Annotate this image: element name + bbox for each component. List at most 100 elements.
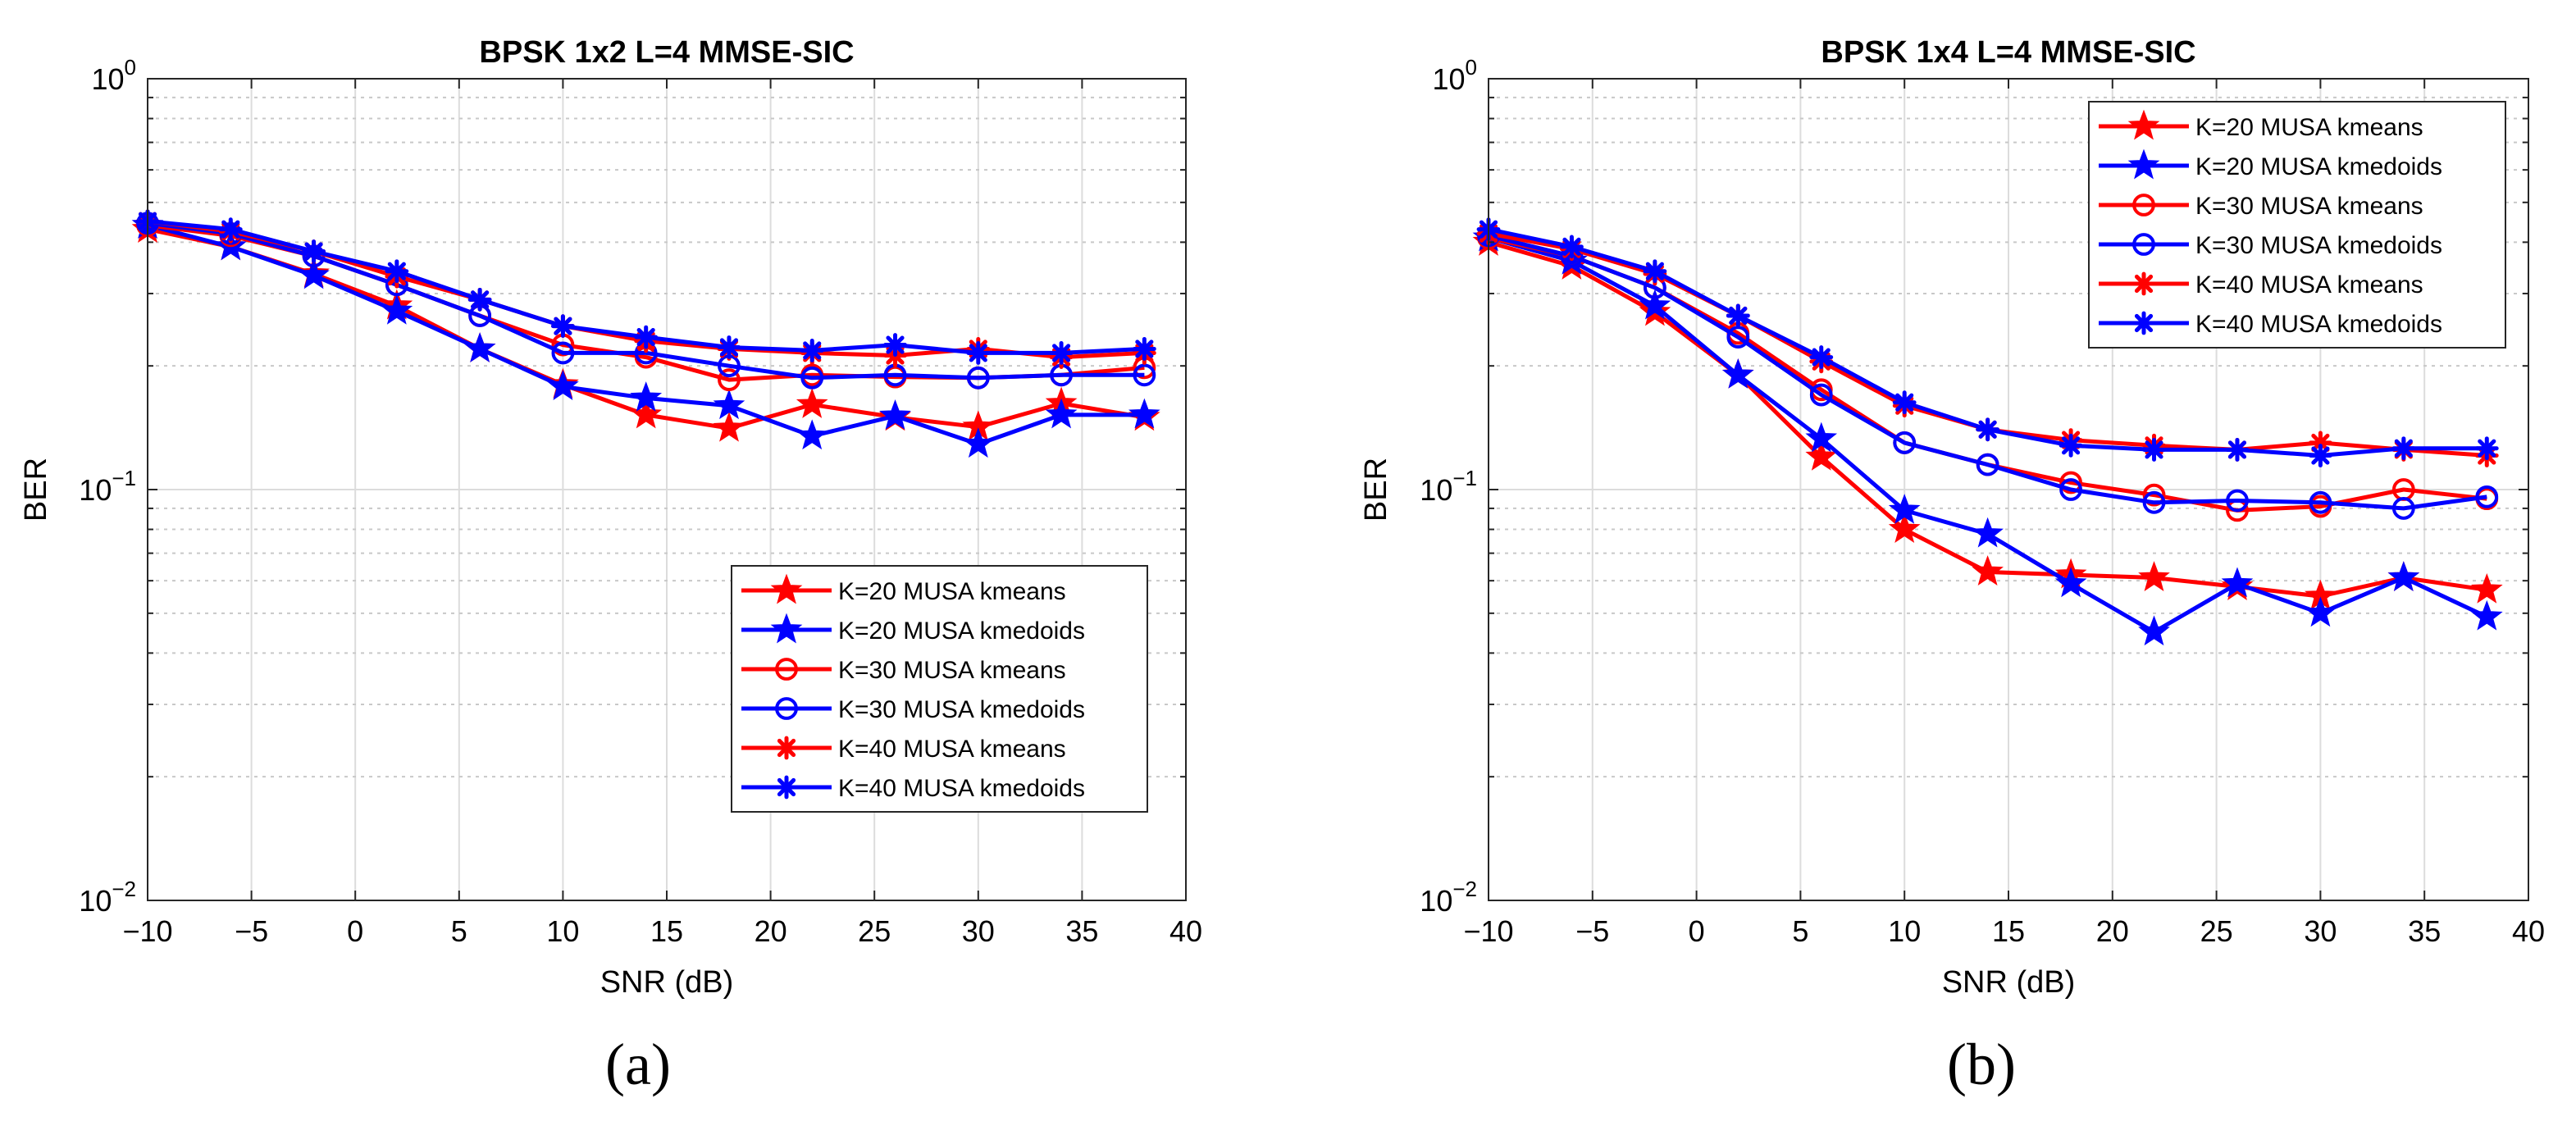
x-tick-label: 5 (1792, 914, 1808, 948)
data-point (966, 341, 991, 365)
data-point (385, 259, 409, 284)
data-point (1809, 383, 1833, 407)
chart-panel-b: −10 −5 0 5 10 15 20 25 30 35 40 10−2 10−1 100 BPSK 1x… (1359, 35, 2545, 1097)
data-point (717, 335, 741, 359)
data-point (1976, 453, 1999, 476)
data-point (2138, 561, 2170, 591)
legend-box (731, 565, 1148, 813)
data-point (1560, 235, 1584, 259)
x-tick-label: 10 (546, 914, 579, 948)
data-point (1893, 431, 1917, 454)
data-point (2225, 438, 2250, 462)
data-point (713, 389, 745, 420)
data-point (1133, 363, 1156, 387)
data-point (1972, 555, 2004, 586)
data-point (1809, 345, 1834, 369)
data-point (1888, 513, 1921, 543)
data-point (1045, 398, 1078, 429)
legend-entry-label: K=30 MUSA kmedoids (2195, 232, 2442, 259)
legend-box (2088, 101, 2506, 349)
data-point (2142, 490, 2166, 514)
data-point (1805, 440, 1838, 471)
chart-title: BPSK 1x2 L=4 MMSE-SIC (479, 35, 854, 70)
legend-entry-label: K=20 MUSA kmeans (2195, 114, 2423, 141)
data-point (879, 399, 911, 430)
series-line (1488, 233, 2487, 511)
data-point (2059, 433, 2083, 458)
data-point (1805, 422, 1838, 453)
data-point (302, 239, 326, 263)
x-tick-label: 0 (347, 914, 363, 948)
legend-entry-label: K=40 MUSA kmedoids (838, 775, 1085, 802)
data-point (630, 398, 663, 429)
data-point (381, 294, 413, 325)
legend-entry-label: K=30 MUSA kmeans (838, 657, 1066, 684)
data-point (298, 258, 330, 289)
legend-marker (2132, 233, 2155, 256)
legend-entry-label: K=20 MUSA kmedoids (2195, 153, 2442, 180)
data-point (551, 341, 575, 365)
data-point (2309, 490, 2332, 514)
data-point (718, 368, 741, 392)
x-tick-label: 35 (1065, 914, 1098, 948)
data-point (218, 217, 243, 242)
x-tick-label: 10 (1888, 914, 1921, 948)
x-tick-label: 40 (2512, 914, 2545, 948)
data-point (463, 332, 496, 362)
data-point (1132, 337, 1156, 361)
data-point (1726, 303, 1750, 328)
data-point (713, 411, 745, 442)
data-point (966, 366, 990, 390)
y-tick-label: 10−1 (79, 466, 136, 507)
x-tick-label: 20 (2096, 914, 2129, 948)
data-point (883, 333, 907, 357)
data-point (630, 381, 663, 412)
data-point (962, 427, 995, 458)
y-tick-label: 100 (1432, 55, 1477, 96)
data-point (2470, 572, 2503, 604)
data-point (800, 339, 824, 362)
x-tick-label: 15 (650, 914, 683, 948)
x-tick-label: 40 (1169, 914, 1202, 948)
legend-entry-label: K=40 MUSA kmedoids (2195, 311, 2442, 338)
data-point (634, 325, 659, 349)
data-point (1976, 417, 2000, 442)
y-tick-label: 10−2 (79, 877, 136, 918)
axis-ticks: −10 −5 0 5 10 15 20 25 30 35 40 10−2 10−1 100 (1420, 55, 2545, 948)
chart-panel-a: −10 −5 0 5 10 15 20 25 30 35 40 10−2 10−1 100 BPSK 1x… (19, 35, 1202, 1097)
y-axis-label: BER (19, 458, 53, 522)
data-point (2387, 561, 2420, 591)
legend-entry-label: K=20 MUSA kmeans (838, 578, 1066, 605)
data-point (2391, 497, 2415, 520)
data-point (796, 419, 828, 450)
data-point (467, 287, 492, 312)
x-tick-label: 15 (1992, 914, 2025, 948)
data-point (1049, 341, 1074, 365)
legend-marker (2131, 271, 2156, 296)
x-tick-label: 30 (962, 914, 995, 948)
data-point (2142, 483, 2166, 507)
data-point (2305, 596, 2337, 627)
data-point (1721, 358, 1754, 389)
x-tick-label: −10 (1463, 914, 1513, 948)
legend-entry-label: K=30 MUSA kmeans (2195, 193, 2423, 220)
legend-entry-label: K=20 MUSA kmedoids (838, 617, 1085, 645)
data-point (2059, 471, 2082, 494)
legend-marker (2127, 109, 2160, 140)
data-point (2391, 436, 2416, 461)
data-point (2221, 567, 2254, 598)
axis-ticks: −10 −5 0 5 10 15 20 25 30 35 40 10−2 10−1 100 (79, 55, 1202, 948)
y-axis-label: BER (1359, 458, 1393, 522)
x-axis-label: SNR (dB) (1942, 965, 2076, 1000)
x-axis-label: SNR (dB) (600, 965, 734, 1000)
data-point (2470, 599, 2503, 631)
data-point (2059, 478, 2082, 501)
legend-marker (770, 613, 803, 644)
legend-marker (774, 736, 799, 760)
x-tick-label: −5 (1575, 914, 1609, 948)
y-tick-label: 10−2 (1420, 877, 1477, 918)
x-tick-label: 20 (755, 914, 787, 948)
x-tick-label: 5 (451, 914, 467, 948)
figure-caption: (b) (1947, 1032, 2016, 1097)
